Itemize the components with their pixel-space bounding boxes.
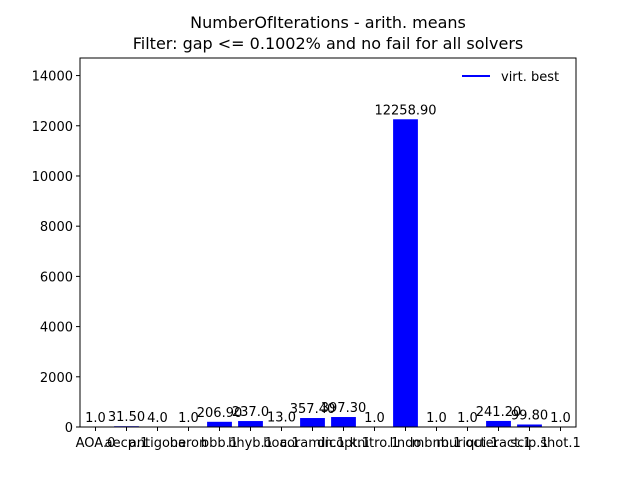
x-tick-label-shot.1: shot.1	[540, 436, 580, 451]
value-label-shot.1: 1.0	[550, 411, 571, 426]
value-label-scip.1: 99.80	[511, 408, 548, 423]
y-tick-label: 10000	[32, 170, 73, 185]
chart-title: NumberOfIterations - arith. means	[190, 13, 466, 32]
x-tick-label-scip.1: scip.1	[510, 436, 548, 451]
value-label-bbb.1: 206.90	[197, 406, 243, 421]
x-tick-label-coramin.1: coramin.1	[280, 436, 345, 451]
x-tick-label-bbb.1: bbb.1	[201, 436, 238, 451]
y-tick-label: 0	[65, 421, 73, 436]
chart-subtitle: Filter: gap <= 0.1002% and no fail for a…	[133, 34, 523, 53]
bar-octeract.1	[486, 420, 511, 427]
value-label-coramin.1: 357.40	[290, 402, 336, 417]
y-tick-label: 8000	[40, 220, 73, 235]
bar-dicopt.1	[331, 417, 356, 427]
value-label-lindo: 12258.90	[374, 103, 436, 118]
bar-coramin.1	[300, 418, 325, 427]
value-label-dicopt.1: 397.30	[321, 401, 367, 416]
y-tick-label: 4000	[40, 321, 73, 336]
x-tick-label-AOA.0: AOA.0	[76, 436, 116, 451]
y-tick-label: 14000	[32, 70, 73, 85]
x-tick-label-lindo: lindo	[390, 436, 422, 451]
plot-marks: 0 2000 4000 6000 8000 10000 12000 14000 1.0 AOA.0…	[32, 70, 581, 451]
x-tick-label-muriqui.1: muriqui.1	[436, 436, 498, 451]
x-tick-label-mbnb.1: mbnb.1	[412, 436, 462, 451]
value-label-antigone: 4.0	[147, 411, 168, 426]
bar-bbb.1	[207, 421, 232, 427]
value-label-boa.1: 13.0	[267, 411, 296, 426]
value-label-muriqui.1: 1.0	[457, 411, 478, 426]
value-label-knitro.1: 1.0	[364, 411, 385, 426]
bar-scip.1	[517, 424, 542, 427]
x-tick-label-aecp.1: aecp.1	[105, 436, 149, 451]
value-label-aecp.1: 31.50	[108, 410, 145, 425]
legend-label-virt-best: virt. best	[501, 70, 559, 85]
bar-bhyb.1	[238, 421, 263, 427]
bar-lindo	[393, 119, 418, 428]
y-tick-label: 6000	[40, 270, 73, 285]
x-tick-label-knitro.1: knitro.1	[350, 436, 400, 451]
value-label-octeract.1: 241.20	[476, 405, 522, 420]
value-label-bhyb.1: 237.0	[232, 405, 269, 420]
legend: virt. best	[462, 70, 559, 85]
x-tick-label-octeract.1: octeract.1	[465, 436, 531, 451]
value-label-AOA.0: 1.0	[85, 411, 106, 426]
x-tick-label-antigone: antigone	[129, 436, 186, 451]
x-tick-label-bhyb.1: bhyb.1	[228, 436, 273, 451]
y-tick-label: 12000	[32, 120, 73, 135]
x-tick-label-baron: baron	[170, 436, 207, 451]
x-tick-label-boa.1: boa.1	[263, 436, 300, 451]
x-tick-label-dicopt.1: dicopt.1	[317, 436, 370, 451]
value-label-baron: 1.0	[178, 411, 199, 426]
value-label-mbnb.1: 1.0	[426, 411, 447, 426]
y-tick-label: 2000	[40, 371, 73, 386]
plot-frame	[79, 57, 577, 428]
